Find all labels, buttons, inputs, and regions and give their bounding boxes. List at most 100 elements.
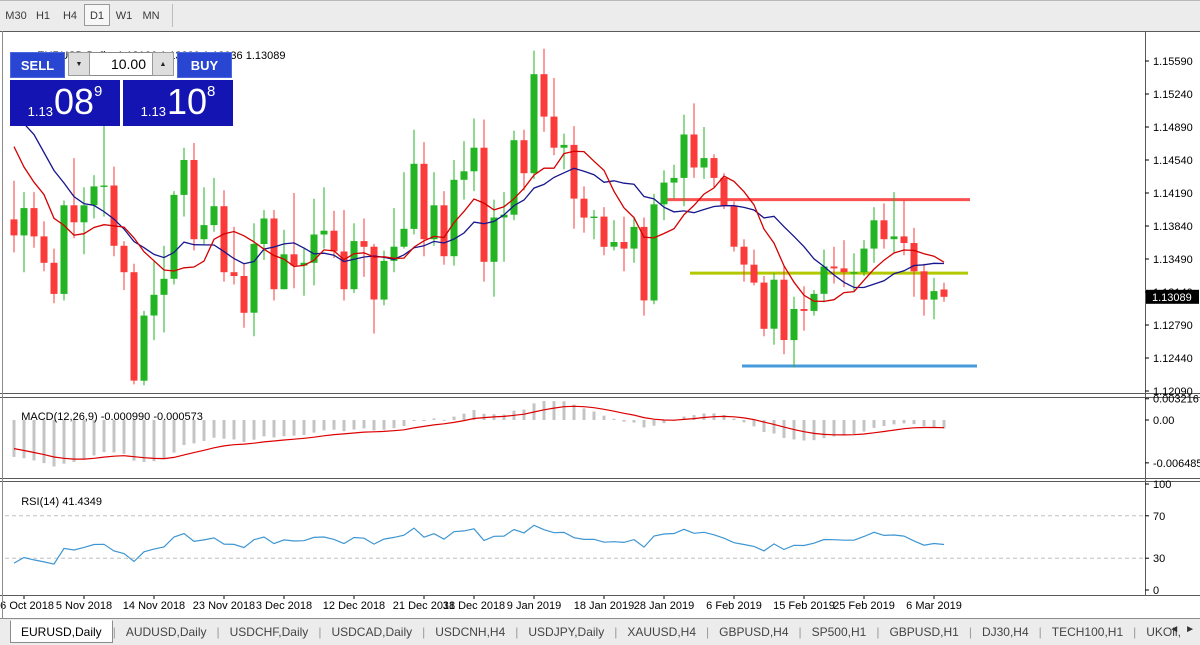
svg-text:1.15240: 1.15240 [1153, 89, 1193, 101]
tab-separator: | [1038, 625, 1042, 639]
chevron-down-icon: ▼ [75, 61, 83, 68]
timeframe-button-m30[interactable]: M30 [5, 10, 27, 22]
svg-text:1.14190: 1.14190 [1153, 188, 1193, 200]
tab-ukoil-[interactable]: UKOil, [1146, 625, 1181, 639]
svg-text:1.13840: 1.13840 [1153, 221, 1193, 233]
timeframe-button-d1[interactable]: D1 [84, 4, 110, 26]
svg-text:1.12090: 1.12090 [1153, 386, 1193, 398]
window-left-edge [2, 31, 3, 618]
macd-indicator-label: MACD(12,26,9) -0.000990 -0.000573 [9, 399, 203, 435]
svg-text:5 Nov 2018: 5 Nov 2018 [56, 600, 112, 612]
timeframe-button-h4[interactable]: H4 [62, 10, 78, 22]
one-click-trading-panel: SELL ▼ ▲ BUY 1.13 08 9 1.13 10 8 [10, 52, 233, 126]
svg-text:1.13089: 1.13089 [1152, 292, 1192, 304]
svg-text:15 Feb 2019: 15 Feb 2019 [773, 600, 835, 612]
tab-separator: | [216, 625, 220, 639]
sell-price-figure: 1.13 [27, 104, 53, 119]
svg-text:1.14540: 1.14540 [1153, 155, 1193, 167]
chart-canvas[interactable]: 1.155901.152401.148901.145401.141901.138… [0, 31, 1200, 618]
svg-text:1.12790: 1.12790 [1153, 320, 1193, 332]
buy-button[interactable]: BUY [177, 52, 232, 78]
tab-usdcad-daily[interactable]: USDCAD,Daily [331, 625, 413, 639]
svg-text:6 Feb 2019: 6 Feb 2019 [706, 600, 762, 612]
svg-text:-0.006485: -0.006485 [1153, 458, 1200, 470]
volume-decrease-button[interactable]: ▼ [68, 52, 90, 76]
buy-price-point: 8 [207, 83, 216, 100]
tab-separator: | [798, 625, 802, 639]
sell-price-point: 9 [94, 83, 103, 100]
tab-separator: | [876, 625, 880, 639]
tab-scroll-arrows: ◄ ► [1166, 624, 1198, 635]
timeframe-button-mn[interactable]: MN [142, 10, 160, 22]
svg-text:6 Mar 2019: 6 Mar 2019 [906, 600, 962, 612]
svg-text:12 Dec 2018: 12 Dec 2018 [323, 600, 385, 612]
sell-price-button[interactable]: 1.13 08 9 [10, 80, 120, 126]
svg-text:21 Dec 2018: 21 Dec 2018 [393, 600, 455, 612]
tab-separator: | [422, 625, 426, 639]
tab-separator: | [968, 625, 972, 639]
svg-text:9 Jan 2019: 9 Jan 2019 [507, 600, 561, 612]
timeframe-button-w1[interactable]: W1 [115, 10, 133, 22]
tab-gbpusd-h1[interactable]: GBPUSD,H1 [889, 625, 959, 639]
tab-separator: | [706, 625, 710, 639]
tab-separator: | [515, 625, 519, 639]
svg-text:25 Feb 2019: 25 Feb 2019 [833, 600, 895, 612]
rsi-indicator-label: RSI(14) 41.4349 [9, 484, 102, 520]
tab-separator: | [614, 625, 618, 639]
svg-text:100: 100 [1153, 479, 1171, 491]
tab-scroll-left-icon[interactable]: ◄ [1169, 624, 1180, 635]
buy-price-figure: 1.13 [140, 104, 166, 119]
tab-separator: | [1133, 625, 1137, 639]
tab-separator: | [112, 625, 116, 639]
svg-text:1.14890: 1.14890 [1153, 122, 1193, 134]
ohlc-close: 1.13089 [245, 50, 286, 62]
chevron-up-icon: ▲ [159, 61, 167, 68]
svg-text:0.003216: 0.003216 [1153, 394, 1199, 406]
toolbar-separator [172, 4, 173, 27]
svg-text:26 Oct 2018: 26 Oct 2018 [0, 600, 54, 612]
svg-text:18 Jan 2019: 18 Jan 2019 [574, 600, 635, 612]
svg-text:31 Dec 2018: 31 Dec 2018 [443, 600, 505, 612]
svg-text:23 Nov 2018: 23 Nov 2018 [193, 600, 255, 612]
sell-button[interactable]: SELL [10, 52, 65, 78]
svg-text:1.15590: 1.15590 [1153, 56, 1193, 68]
timeframe-toolbar: M30 H1 H4 D1 W1 MN [0, 0, 1200, 32]
tab-usdcnh-h4[interactable]: USDCNH,H4 [435, 625, 506, 639]
svg-text:70: 70 [1153, 511, 1165, 523]
svg-text:0.00: 0.00 [1153, 415, 1174, 427]
buy-price-pips: 10 [166, 81, 207, 122]
macd-name: MACD(12,26,9) [21, 411, 98, 423]
tab-gbpusd-h4[interactable]: GBPUSD,H4 [719, 625, 789, 639]
tab-sp500-h1[interactable]: SP500,H1 [811, 625, 867, 639]
timeframe-button-h1[interactable]: H1 [35, 10, 51, 22]
tab-usdchf-daily[interactable]: USDCHF,Daily [229, 625, 309, 639]
svg-text:28 Jan 2019: 28 Jan 2019 [634, 600, 695, 612]
tab-eurusd-daily[interactable]: EURUSD,Daily [10, 620, 113, 643]
svg-text:1.13490: 1.13490 [1153, 254, 1193, 266]
sell-price-pips: 08 [53, 81, 94, 122]
price-pane[interactable]: 1.155901.152401.148901.145401.141901.138… [0, 31, 1200, 618]
tab-separator: | [318, 625, 322, 639]
svg-text:1.12440: 1.12440 [1153, 353, 1193, 365]
tab-xauusd-h4[interactable]: XAUUSD,H4 [627, 625, 697, 639]
tab-dj30-h4[interactable]: DJ30,H4 [981, 625, 1029, 639]
rsi-name: RSI(14) [21, 496, 60, 508]
volume-input[interactable] [90, 52, 152, 76]
svg-text:30: 30 [1153, 553, 1165, 565]
tab-scroll-right-icon[interactable]: ► [1185, 624, 1195, 635]
volume-increase-button[interactable]: ▲ [152, 52, 174, 76]
tab-tech100-h1[interactable]: TECH100,H1 [1051, 625, 1124, 639]
buy-price-button[interactable]: 1.13 10 8 [123, 80, 233, 126]
tab-usdjpy-daily[interactable]: USDJPY,Daily [528, 625, 605, 639]
rsi-value: 41.4349 [62, 496, 102, 508]
svg-text:0: 0 [1153, 585, 1159, 597]
chart-tab-bar: EURUSD,Daily | AUDUSD,Daily | USDCHF,Daily | U… [0, 618, 1200, 645]
macd-signal-value: -0.000573 [153, 411, 203, 423]
macd-value: -0.000990 [100, 411, 151, 423]
tab-audusd-daily[interactable]: AUDUSD,Daily [125, 625, 207, 639]
chart-window: 1.15590 1.15240 1.14890 1.14540 1.14190 1.138… [0, 31, 1200, 618]
chart-tabs: EURUSD,Daily | AUDUSD,Daily | USDCHF,Daily | U… [10, 619, 1191, 645]
svg-text:3 Dec 2018: 3 Dec 2018 [256, 600, 312, 612]
svg-text:14 Nov 2018: 14 Nov 2018 [123, 600, 185, 612]
